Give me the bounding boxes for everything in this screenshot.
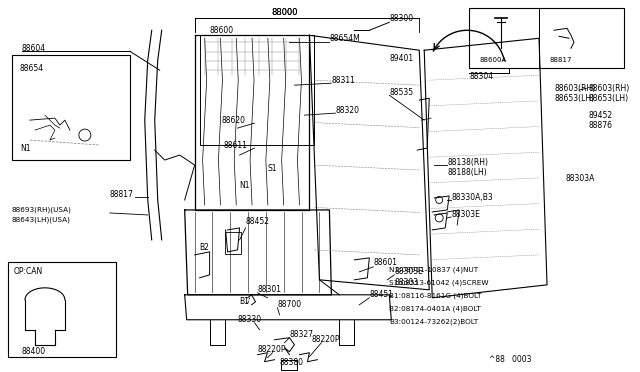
Bar bbox=[12, 55, 130, 160]
Text: 88220P: 88220P bbox=[257, 345, 286, 354]
Text: 88138(RH): 88138(RH) bbox=[447, 158, 488, 167]
Text: ^88   0003: ^88 0003 bbox=[489, 355, 532, 364]
Text: B1: B1 bbox=[239, 297, 250, 306]
Text: 88653(LH): 88653(LH) bbox=[554, 94, 594, 103]
Text: 88327: 88327 bbox=[289, 330, 314, 339]
Bar bbox=[225, 232, 241, 254]
Text: 88220P: 88220P bbox=[312, 335, 340, 344]
Text: 88000: 88000 bbox=[271, 8, 298, 17]
Text: B1:08116-8161G (4)BOLT: B1:08116-8161G (4)BOLT bbox=[389, 292, 482, 299]
Text: 89452: 89452 bbox=[589, 110, 613, 120]
Text: 88604: 88604 bbox=[22, 44, 46, 53]
Text: 88693(RH)(USA): 88693(RH)(USA) bbox=[12, 207, 72, 213]
Text: 88876: 88876 bbox=[589, 121, 613, 129]
Text: 88654M: 88654M bbox=[330, 34, 360, 43]
Text: 88643(LH)(USA): 88643(LH)(USA) bbox=[12, 217, 71, 223]
Text: OP:CAN: OP:CAN bbox=[14, 267, 44, 276]
Text: 88380: 88380 bbox=[280, 358, 303, 367]
Text: 88311: 88311 bbox=[332, 76, 355, 85]
Text: 88451: 88451 bbox=[369, 290, 394, 299]
Text: 88603(RH): 88603(RH) bbox=[589, 84, 630, 93]
Text: N1: N1 bbox=[239, 180, 250, 189]
Text: 88817: 88817 bbox=[110, 190, 134, 199]
Text: 88611: 88611 bbox=[223, 141, 248, 150]
Text: 88330A,B3: 88330A,B3 bbox=[451, 193, 493, 202]
Text: 88188(LH): 88188(LH) bbox=[447, 167, 487, 177]
Text: B2:08174-0401A (4)BOLT: B2:08174-0401A (4)BOLT bbox=[389, 305, 481, 312]
Text: 88600A: 88600A bbox=[479, 57, 506, 63]
Text: N1: N1 bbox=[20, 144, 31, 153]
Bar bbox=[200, 35, 314, 145]
Text: 88320: 88320 bbox=[335, 106, 360, 115]
Text: 88654: 88654 bbox=[20, 64, 44, 73]
Text: 88653(LH): 88653(LH) bbox=[589, 94, 629, 103]
Text: 88304: 88304 bbox=[469, 72, 493, 81]
Text: 88700: 88700 bbox=[278, 300, 301, 309]
Text: 88535: 88535 bbox=[389, 88, 413, 97]
Text: 88303A: 88303A bbox=[566, 173, 595, 183]
Text: 88620: 88620 bbox=[221, 116, 246, 125]
Bar bbox=[469, 8, 624, 68]
Bar bbox=[8, 262, 116, 357]
Text: S1: S1 bbox=[268, 164, 277, 173]
Text: B3:00124-73262(2)BOLT: B3:00124-73262(2)BOLT bbox=[389, 318, 479, 325]
Text: 88817: 88817 bbox=[549, 57, 572, 63]
Text: 88301: 88301 bbox=[257, 285, 282, 294]
Text: 88303: 88303 bbox=[394, 278, 419, 287]
Text: N1:08911-10837 (4)NUT: N1:08911-10837 (4)NUT bbox=[389, 267, 479, 273]
Text: 88601: 88601 bbox=[373, 259, 397, 267]
Text: 88000: 88000 bbox=[271, 8, 298, 17]
Text: 89401: 89401 bbox=[389, 54, 413, 63]
Text: 88400: 88400 bbox=[22, 347, 46, 356]
Text: 88300: 88300 bbox=[389, 14, 413, 23]
Text: B2: B2 bbox=[200, 243, 209, 252]
Text: 88603(RH): 88603(RH) bbox=[554, 84, 595, 93]
Text: 88303E: 88303E bbox=[451, 211, 480, 219]
Text: 88452: 88452 bbox=[246, 218, 269, 227]
Text: 88330: 88330 bbox=[237, 315, 262, 324]
Text: 88600: 88600 bbox=[210, 26, 234, 35]
Text: S1:08513-61042 (4)SCREW: S1:08513-61042 (4)SCREW bbox=[389, 280, 489, 286]
Text: 88303E: 88303E bbox=[394, 267, 423, 276]
